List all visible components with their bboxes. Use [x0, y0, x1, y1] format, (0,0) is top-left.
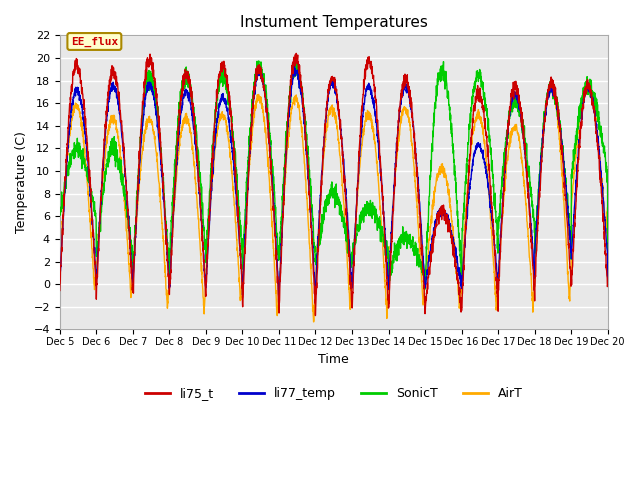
li75_t — [151, 75, 159, 81]
SonicT — [604, 281, 612, 287]
SonicT — [290, 63, 298, 69]
Line: AirT: AirT — [60, 82, 608, 322]
li77_temp — [290, 67, 298, 73]
li75_t — [604, 281, 612, 287]
X-axis label: Time: Time — [318, 352, 349, 366]
li77_temp — [604, 281, 612, 287]
Line: SonicT: SonicT — [60, 60, 608, 289]
SonicT — [593, 108, 601, 113]
AirT — [604, 281, 612, 287]
AirT — [266, 184, 274, 190]
Text: EE_flux: EE_flux — [71, 36, 118, 47]
SonicT — [266, 133, 274, 139]
SonicT — [118, 181, 126, 187]
li75_t — [266, 155, 274, 160]
AirT — [593, 128, 601, 134]
AirT — [151, 133, 159, 139]
li75_t — [290, 56, 298, 61]
AirT — [290, 97, 298, 103]
li75_t — [292, 50, 300, 56]
li75_t — [593, 139, 601, 144]
Line: li77_temp: li77_temp — [60, 66, 608, 295]
li77_temp — [593, 135, 601, 141]
Y-axis label: Temperature (C): Temperature (C) — [15, 132, 28, 233]
Line: li75_t: li75_t — [60, 53, 608, 315]
AirT — [56, 256, 63, 262]
li77_temp — [534, 196, 542, 202]
SonicT — [292, 57, 300, 62]
AirT — [534, 207, 542, 213]
li77_temp — [266, 144, 274, 150]
Title: Instument Temperatures: Instument Temperatures — [240, 15, 428, 30]
li75_t — [312, 312, 319, 318]
li75_t — [56, 288, 63, 293]
li75_t — [118, 130, 126, 135]
Legend: li75_t, li77_temp, SonicT, AirT: li75_t, li77_temp, SonicT, AirT — [140, 383, 527, 406]
li77_temp — [291, 63, 298, 69]
li77_temp — [151, 101, 159, 107]
li77_temp — [56, 276, 63, 281]
li77_temp — [275, 292, 283, 298]
li75_t — [534, 216, 542, 221]
AirT — [310, 319, 317, 325]
SonicT — [151, 90, 159, 96]
SonicT — [421, 287, 429, 292]
SonicT — [534, 186, 542, 192]
li77_temp — [118, 135, 126, 141]
AirT — [118, 172, 126, 178]
AirT — [548, 79, 556, 85]
SonicT — [56, 211, 63, 217]
